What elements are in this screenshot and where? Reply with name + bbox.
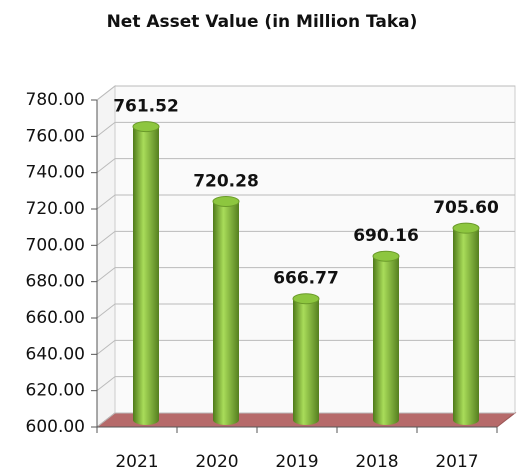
y-tick-label: 620.00 xyxy=(26,381,85,401)
y-tick-label: 680.00 xyxy=(26,272,85,292)
bar-top xyxy=(452,222,480,234)
bar xyxy=(372,250,400,425)
y-tick-label: 600.00 xyxy=(26,417,85,437)
bar-body xyxy=(453,228,479,425)
grid-line xyxy=(96,121,515,137)
bar xyxy=(132,121,160,426)
data-label: 705.60 xyxy=(433,198,499,218)
bar xyxy=(452,222,480,425)
y-tick-label: 700.00 xyxy=(26,235,85,255)
grid-line xyxy=(96,194,515,210)
y-tick-label: 740.00 xyxy=(26,163,85,183)
side-wall xyxy=(96,84,116,429)
y-tick-label: 640.00 xyxy=(26,344,85,364)
x-tick-label: 2017 xyxy=(435,452,478,472)
data-label: 761.52 xyxy=(113,97,179,117)
bar-top xyxy=(372,250,400,262)
y-tick-label: 780.00 xyxy=(26,90,85,110)
y-tick-label: 760.00 xyxy=(26,126,85,146)
bar-body xyxy=(373,256,399,425)
bar-top xyxy=(212,195,240,207)
grid-line xyxy=(96,85,515,101)
chart-title: Net Asset Value (in Million Taka) xyxy=(107,12,418,32)
y-tick-label: 720.00 xyxy=(26,199,85,219)
x-tick-label: 2019 xyxy=(275,452,318,472)
grid-line xyxy=(96,158,515,174)
data-label: 720.28 xyxy=(193,171,259,191)
data-label: 690.16 xyxy=(353,226,419,246)
data-label: 666.77 xyxy=(273,269,339,289)
y-tick-label: 660.00 xyxy=(26,308,85,328)
bar-body xyxy=(293,298,319,425)
bar xyxy=(212,195,240,425)
x-tick-label: 2020 xyxy=(195,452,238,472)
bar-top xyxy=(292,293,320,305)
bar xyxy=(292,293,320,425)
grid-line xyxy=(96,230,515,246)
bar-body xyxy=(133,126,159,426)
x-tick-label: 2021 xyxy=(115,452,158,472)
x-tick-label: 2018 xyxy=(355,452,398,472)
bar-top xyxy=(132,121,160,133)
bar-body xyxy=(213,201,239,425)
